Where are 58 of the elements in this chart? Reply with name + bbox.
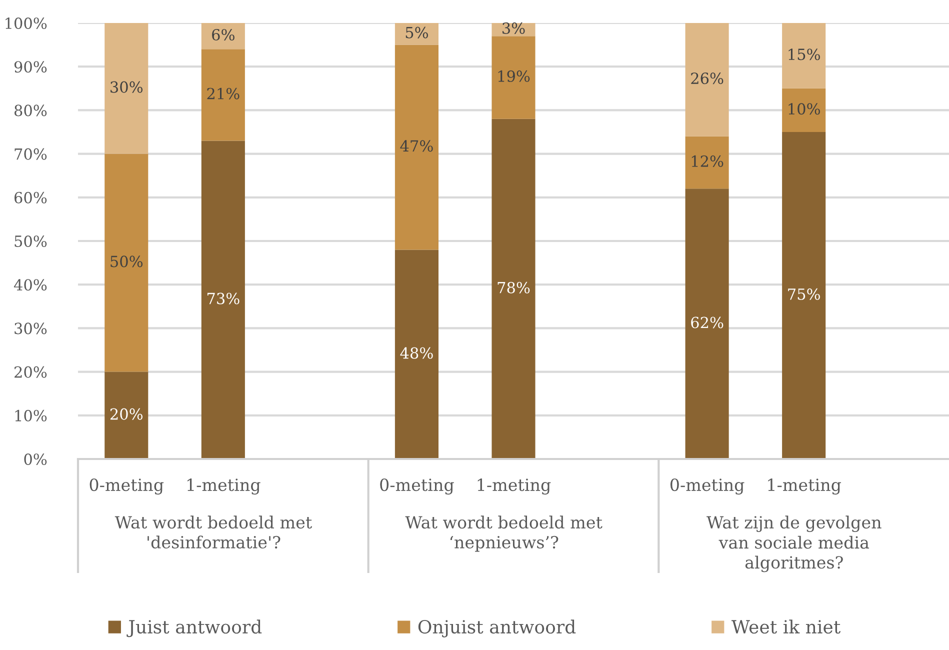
data-label: 30% [110,81,143,93]
y-tick-label: 50% [14,235,47,248]
bar [104,23,148,154]
data-label: 47% [400,140,433,152]
bar [394,44,438,250]
data-label: 3% [502,22,525,34]
y-tick-label: 30% [14,322,47,334]
x-tick-label: 0-meting [670,478,744,495]
data-label: 15% [788,48,820,60]
data-label: 21% [207,88,240,100]
y-tick-label: 0% [24,453,47,466]
y-tick-label: 70% [14,148,47,160]
data-label: 19% [498,70,530,82]
bar [685,188,729,459]
bar [685,136,729,189]
x-tick-label: 1-meting [188,478,260,495]
data-label: 5% [406,26,428,38]
bar [201,23,245,50]
bar [201,49,245,141]
y-tick-label: 20% [14,366,47,378]
text: Wat wordt bedoeld met 'desinformatie'? [114,516,312,549]
data-label: 6% [212,28,234,41]
y-tick-label: 90% [14,61,47,73]
y-tick-label: 60% [14,192,47,204]
x-tick-label: 0-meting [90,478,164,495]
bar [492,118,536,459]
y-tick-label: 100% [6,17,47,30]
x-tick-label: 0-meting [380,478,454,495]
x-tick-label: 1-meting [478,478,551,495]
bar [782,132,826,459]
text: Wat zijn de gevolgen van sociale media algoritmes? [706,516,882,572]
legend-label: Juist antwoord [126,620,262,638]
bar [104,372,148,459]
y-tick-label: 80% [14,104,47,116]
data-label: 62% [691,316,724,328]
bar [492,36,536,119]
legend-label: Weet ik niet [731,620,841,634]
x-tick-label: 1-meting [768,478,842,495]
data-label: 75% [788,288,820,300]
y-tick-label: 10% [15,410,47,422]
data-label: 10% [788,103,820,115]
bar [782,23,826,88]
bar [394,250,438,459]
bar [104,154,148,372]
bar [394,23,438,45]
data-label: 73% [207,292,240,304]
data-label: 26% [691,72,724,84]
data-label: 50% [110,256,143,268]
bar [685,23,729,136]
bar [782,88,826,132]
legend-label: Onjuist antwoord [418,620,576,638]
data-label: 78% [498,282,530,294]
data-label: 48% [400,347,433,359]
text: Wat wordt bedoeld met ‘nepnieuws’? [405,516,602,552]
data-label: 12% [692,155,724,167]
bar [201,140,245,459]
y-tick-label: 40% [14,279,47,291]
data-label: 20% [110,408,143,420]
